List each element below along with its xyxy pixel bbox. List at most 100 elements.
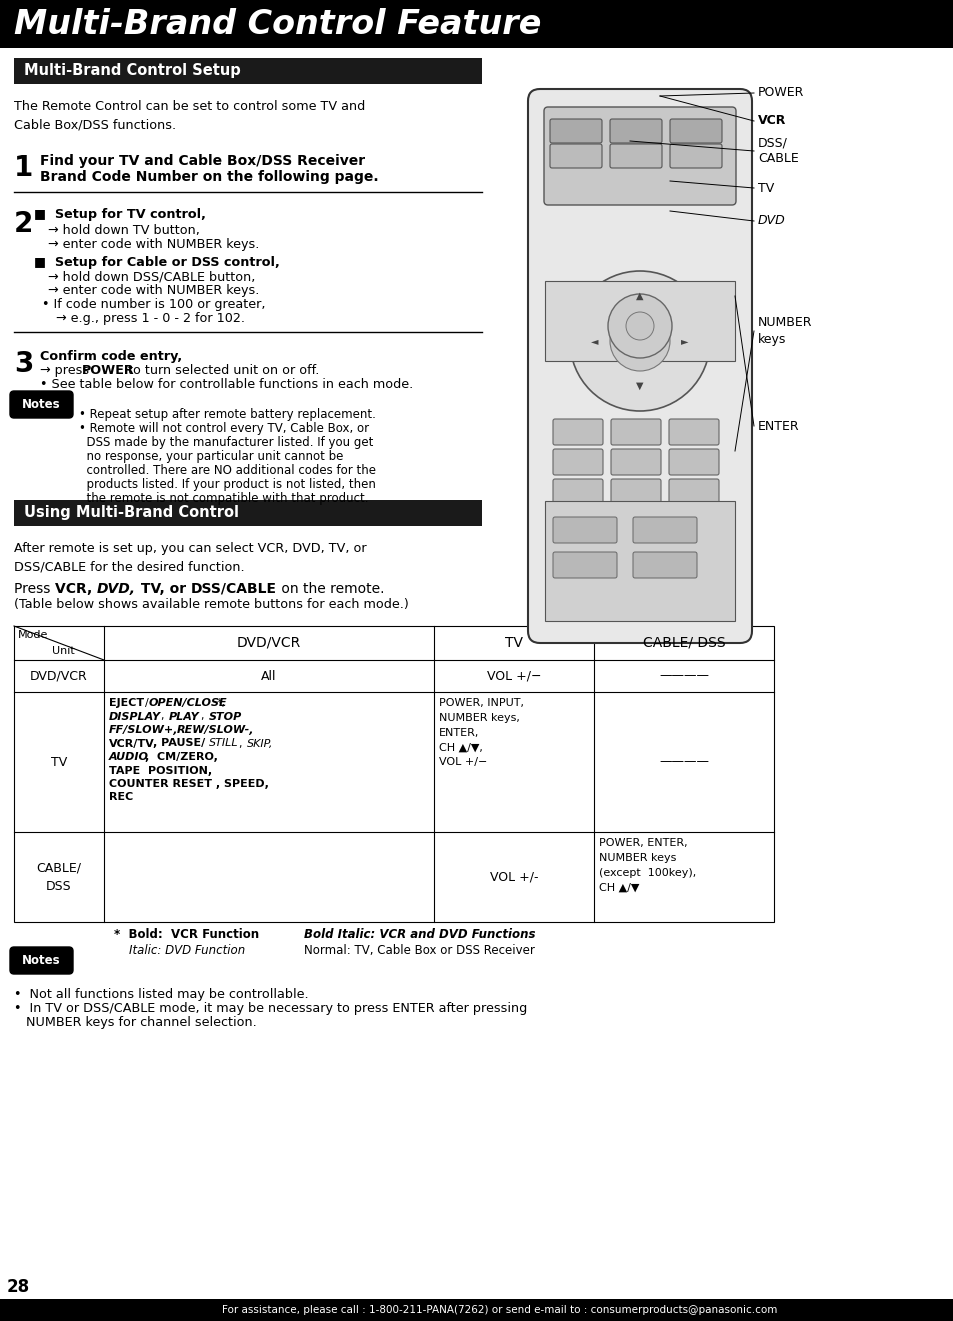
Text: Normal: TV, Cable Box or DSS Receiver: Normal: TV, Cable Box or DSS Receiver — [304, 945, 535, 956]
Text: → hold down DSS/CABLE button,: → hold down DSS/CABLE button, — [48, 269, 255, 283]
Text: → enter code with NUMBER keys.: → enter code with NUMBER keys. — [48, 238, 259, 251]
Text: Notes: Notes — [22, 399, 61, 412]
Text: After remote is set up, you can select VCR, DVD, TV, or
DSS/CABLE for the desire: After remote is set up, you can select V… — [14, 542, 366, 573]
Text: ►: ► — [680, 336, 688, 346]
Text: CABLE/ DSS: CABLE/ DSS — [642, 635, 724, 650]
Text: → enter code with NUMBER keys.: → enter code with NUMBER keys. — [48, 284, 259, 297]
Text: DSS/
CABLE: DSS/ CABLE — [758, 136, 798, 165]
Text: NUMBER
keys: NUMBER keys — [758, 317, 812, 346]
Bar — [0, 0, 953, 48]
Text: 2: 2 — [14, 210, 33, 238]
Text: /: / — [145, 697, 149, 708]
Text: VOL +/−: VOL +/− — [486, 670, 540, 683]
FancyBboxPatch shape — [610, 509, 660, 535]
Text: Confirm code entry,: Confirm code entry, — [40, 350, 182, 363]
Text: DVD/VCR: DVD/VCR — [236, 635, 301, 650]
Text: Brand Code Number on the following page.: Brand Code Number on the following page. — [40, 170, 378, 184]
Text: DVD,: DVD, — [97, 583, 135, 596]
Text: • Remote will not control every TV, Cable Box, or: • Remote will not control every TV, Cabl… — [79, 421, 369, 435]
Text: ENTER: ENTER — [758, 420, 799, 432]
Text: VCR,: VCR, — [54, 583, 97, 596]
Text: POWER: POWER — [82, 365, 134, 376]
Text: CABLE/
DSS: CABLE/ DSS — [36, 861, 81, 893]
FancyBboxPatch shape — [610, 419, 660, 445]
FancyBboxPatch shape — [550, 144, 601, 168]
FancyBboxPatch shape — [668, 509, 719, 535]
Text: POWER: POWER — [758, 86, 803, 99]
Text: to turn selected unit on or off.: to turn selected unit on or off. — [124, 365, 319, 376]
Text: NUMBER keys for channel selection.: NUMBER keys for channel selection. — [14, 1016, 256, 1029]
Text: ,: , — [239, 738, 246, 749]
Text: •  In TV or DSS/CABLE mode, it may be necessary to press ENTER after pressing: • In TV or DSS/CABLE mode, it may be nec… — [14, 1003, 527, 1015]
Text: ,: , — [161, 712, 168, 721]
Text: AUDIO: AUDIO — [109, 752, 149, 762]
Text: ,: , — [201, 712, 208, 721]
FancyBboxPatch shape — [669, 144, 721, 168]
Text: Multi-Brand Control Setup: Multi-Brand Control Setup — [24, 63, 240, 78]
Text: VOL +/-: VOL +/- — [489, 871, 537, 884]
Text: POWER, ENTER,
NUMBER keys
(except  100key),
CH ▲/▼: POWER, ENTER, NUMBER keys (except 100key… — [598, 838, 696, 893]
Text: TAPE  POSITION,: TAPE POSITION, — [109, 765, 212, 775]
Text: no response, your particular unit cannot be: no response, your particular unit cannot… — [79, 450, 343, 462]
Text: All: All — [261, 670, 276, 683]
FancyBboxPatch shape — [553, 449, 602, 476]
Text: Press: Press — [14, 583, 54, 596]
FancyBboxPatch shape — [553, 517, 617, 543]
Text: • If code number is 100 or greater,: • If code number is 100 or greater, — [42, 299, 265, 310]
FancyBboxPatch shape — [668, 449, 719, 476]
Text: The Remote Control can be set to control some TV and
Cable Box/DSS functions.: The Remote Control can be set to control… — [14, 100, 365, 131]
Bar — [14, 501, 481, 526]
Text: on the remote.: on the remote. — [276, 583, 384, 596]
Text: 1: 1 — [14, 155, 33, 182]
FancyBboxPatch shape — [633, 552, 697, 579]
Text: 3: 3 — [14, 350, 33, 378]
Text: •  Not all functions listed may be controllable.: • Not all functions listed may be contro… — [14, 988, 309, 1001]
Text: VCR: VCR — [758, 115, 785, 128]
Text: DSS/CABLE: DSS/CABLE — [191, 583, 276, 596]
Circle shape — [609, 310, 669, 371]
Text: • Repeat setup after remote battery replacement.: • Repeat setup after remote battery repl… — [79, 408, 375, 421]
Text: • See table below for controllable functions in each mode.: • See table below for controllable funct… — [40, 378, 413, 391]
FancyBboxPatch shape — [610, 480, 660, 505]
Text: ,  CM/ZERO,: , CM/ZERO, — [145, 752, 217, 762]
FancyBboxPatch shape — [550, 119, 601, 143]
Text: Unit: Unit — [52, 646, 74, 657]
Bar — [544, 501, 734, 621]
Text: SKIP,: SKIP, — [247, 738, 274, 749]
Text: ◄: ◄ — [591, 336, 598, 346]
Text: FF/SLOW+,: FF/SLOW+, — [109, 725, 178, 734]
Bar — [0, 1275, 36, 1299]
Text: ————: ———— — [659, 756, 708, 769]
Bar — [14, 626, 773, 922]
Text: POWER, INPUT,
NUMBER keys,
ENTER,
CH ▲/▼,
VOL +/−: POWER, INPUT, NUMBER keys, ENTER, CH ▲/▼… — [438, 697, 523, 768]
Text: DVD/VCR: DVD/VCR — [30, 670, 88, 683]
FancyBboxPatch shape — [543, 107, 735, 205]
FancyBboxPatch shape — [609, 119, 661, 143]
FancyBboxPatch shape — [553, 480, 602, 505]
Text: TV: TV — [504, 635, 522, 650]
Text: *,: *, — [216, 697, 226, 708]
Text: STILL: STILL — [209, 738, 238, 749]
Text: STOP: STOP — [209, 712, 242, 721]
Text: ■  Setup for TV control,: ■ Setup for TV control, — [34, 207, 206, 221]
FancyBboxPatch shape — [527, 89, 751, 643]
Text: PLAY: PLAY — [169, 712, 199, 721]
FancyBboxPatch shape — [669, 119, 721, 143]
Bar — [14, 58, 481, 85]
Text: VCR/TV: VCR/TV — [109, 738, 154, 749]
Text: Bold Italic: VCR and DVD Functions: Bold Italic: VCR and DVD Functions — [304, 927, 535, 941]
FancyBboxPatch shape — [633, 517, 697, 543]
FancyBboxPatch shape — [10, 947, 73, 974]
FancyBboxPatch shape — [610, 449, 660, 476]
Text: ▼: ▼ — [636, 380, 643, 391]
Text: TV, or: TV, or — [135, 583, 191, 596]
Text: 28: 28 — [7, 1277, 30, 1296]
Text: products listed. If your product is not listed, then: products listed. If your product is not … — [79, 478, 375, 491]
Text: , PAUSE/: , PAUSE/ — [152, 738, 205, 749]
FancyBboxPatch shape — [10, 391, 73, 417]
Text: EJECT: EJECT — [109, 697, 144, 708]
Text: TV: TV — [758, 181, 774, 194]
FancyBboxPatch shape — [668, 480, 719, 505]
Text: Using Multi-Brand Control: Using Multi-Brand Control — [24, 506, 239, 520]
Text: → e.g., press 1 - 0 - 2 for 102.: → e.g., press 1 - 0 - 2 for 102. — [56, 312, 245, 325]
